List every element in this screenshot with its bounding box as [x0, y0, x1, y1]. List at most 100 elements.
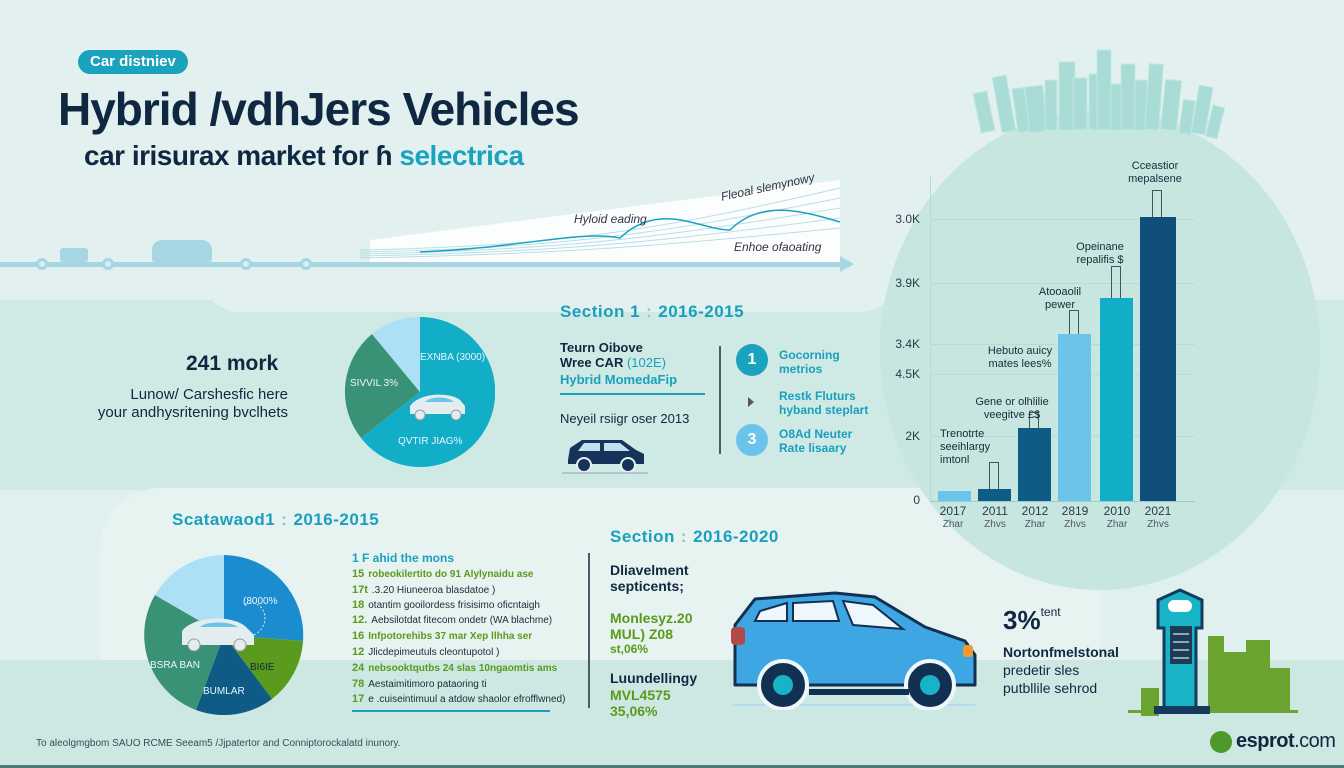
subtitle-accent: selectrica — [399, 140, 524, 171]
x-tick-year: 2012 — [1021, 504, 1049, 518]
bar-chart — [930, 190, 1195, 501]
list-item-text: .3.20 Hiuneeroa blasdatoe ) — [371, 585, 496, 596]
green-stat: MVL4575 — [610, 687, 671, 703]
list-item-number: 18 — [352, 599, 365, 611]
logo-name: esprot — [1236, 730, 1295, 752]
x-tick: 2819 Zhvs — [1050, 505, 1100, 531]
stat-note-line: predetir sles — [1003, 662, 1080, 678]
footer-text: To aleolgmgbom SAUO RCME Seeam5 /Jjpater… — [36, 738, 401, 749]
bar-cap — [1152, 190, 1162, 217]
x-axis — [930, 501, 1195, 502]
suv-car-icon — [562, 440, 648, 474]
block-title: Wree CAR (102E) — [560, 355, 666, 370]
bar-cap — [1111, 266, 1121, 298]
block-title-main: Wree CAR — [560, 355, 624, 370]
block-title: Teurn Oibove — [560, 340, 643, 355]
bar-annotation: Trenotrte seeihlargy imtonl — [940, 428, 991, 466]
stat-number: 241 mork — [186, 352, 279, 375]
percent-stat: 3%tent — [1003, 605, 1061, 636]
timeline-dot — [300, 258, 312, 270]
bar-cap — [989, 462, 999, 489]
stat-description-line: Lunow/ Carshesfic here — [130, 386, 288, 403]
list-item-text: Aestaimitimoro pataoring ti — [368, 679, 487, 690]
stat-description-line: your andhysritening bvclhets — [97, 404, 288, 421]
y-tick: 3.0K — [895, 212, 920, 226]
step-2-arrow-icon — [748, 397, 754, 407]
x-tick-sub: Zhar — [1106, 519, 1128, 530]
trend-label: Enhoe ofaoating — [734, 240, 822, 254]
list-item: 16 Infpotorehibs 37 mar Xep llhha ser — [352, 630, 565, 646]
bar-cap — [1029, 412, 1039, 428]
list-item-text: e .cuiseintimuul a atdow shaolor efroffl… — [368, 694, 566, 705]
x-tick-sub: Zhar — [942, 519, 964, 530]
block-subtitle: Hybrid MomedaFip — [560, 372, 678, 387]
x-tick-year: 2819 — [1061, 504, 1089, 518]
section-range: 2016-2020 — [693, 527, 779, 546]
green-stat: Monlesyz.20 — [610, 610, 693, 626]
bar-annotation: Hebuto auicy mates lees% — [987, 345, 1053, 370]
green-stat: st,06% — [610, 642, 649, 656]
timeline-dot — [36, 258, 48, 270]
page-title: Hybrid /vdhJers Vehicles — [58, 83, 580, 135]
vertical-divider — [719, 346, 721, 454]
list-heading: 1 F ahid the mons — [352, 551, 455, 565]
x-tick: 2017 Zhar — [928, 505, 978, 531]
vertical-divider — [588, 553, 590, 708]
section-3-heading: Dliavelment — [610, 562, 689, 578]
van-icon — [60, 248, 88, 262]
x-tick-year: 2011 — [982, 504, 1008, 518]
y-tick: 2K — [905, 429, 920, 443]
green-stat: 35,06% — [610, 703, 658, 719]
y-axis — [930, 175, 931, 503]
notes-list: 15 robeokilertito do 91 Alylynaidu ase 17… — [352, 568, 565, 708]
list-item-text: Jlicdepimeutuls cleontupotol ) — [368, 647, 500, 658]
x-tick-sub: Zhvs — [1147, 519, 1169, 530]
section-3-heading: Luundellingy — [610, 670, 698, 686]
section-title-text: Section 1 — [560, 302, 641, 321]
step-2-line: Restk Fluturs — [779, 389, 856, 403]
list-item-number: 17t — [352, 584, 368, 596]
section-2-title: Scatawaod1:2016-2015 — [172, 510, 380, 529]
car-icon — [410, 394, 465, 421]
list-item-text: nebsooktqutbs 24 slas 10ngaomtis ams — [368, 663, 558, 674]
pie-chart-1 — [345, 317, 495, 467]
section-title-text: Section — [610, 527, 675, 546]
list-item: 17t .3.20 Hiuneeroa blasdatoe ) — [352, 584, 565, 599]
pie-label: QVTIR JIAG% — [398, 436, 463, 447]
step-3-badge: 3 — [736, 424, 768, 456]
list-item: 12. Aebsilotdat fitecom ondetr (WA blachm… — [352, 614, 565, 630]
brand-logo[interactable]: esprot.com — [1210, 730, 1336, 753]
step-3-line: O8Ad Neuter — [779, 427, 853, 441]
list-item: 24 nebsooktqutbs 24 slas 10ngaomtis ams — [352, 662, 565, 678]
stat-note-line: putbllile sehrod — [1003, 680, 1098, 696]
x-tick: 2021 Zhvs — [1133, 505, 1183, 531]
logo-mark-icon — [1210, 730, 1232, 753]
x-tick: 2010 Zhar — [1092, 505, 1142, 531]
x-tick-sub: Zhar — [1024, 519, 1046, 530]
trend-label: Hyloid eading — [574, 212, 647, 226]
bar-cap — [1069, 310, 1079, 334]
subtitle-text: car irisurax market for — [84, 140, 376, 171]
list-item-text: Infpotorehibs 37 mar Xep llhha ser — [368, 631, 533, 642]
block-title-suffix: (102E) — [626, 355, 666, 370]
bar-2012 — [1018, 428, 1051, 501]
list-item: 15 robeokilertito do 91 Alylynaidu ase — [352, 568, 565, 584]
list-item-number: 12 — [352, 646, 365, 658]
bar-2021 — [1140, 217, 1176, 501]
category-badge: Car distniev — [78, 50, 188, 74]
logo-text: esprot.com — [1236, 730, 1336, 753]
bar-annotation: Gene or olhlilie veegitve £$ — [975, 396, 1049, 421]
bar-annotation: Cceastior mepalsene — [1128, 160, 1182, 185]
subtitle-glyph: ɦ — [375, 140, 393, 171]
pie-chart-2 — [144, 555, 304, 715]
y-tick: 3.4K — [895, 337, 920, 351]
car-caption: Neyeil rsiigr oser 2013 — [560, 411, 690, 426]
timeline-dot — [102, 258, 114, 270]
list-item-number: 78 — [352, 678, 365, 690]
city-skyline-icon — [972, 49, 1225, 140]
section-1-title: Section 1:2016-2015 — [560, 302, 745, 321]
bar-annotation: Atooaolil pewer — [1038, 286, 1082, 311]
background-curve — [200, 262, 900, 312]
list-item-text: Aebsilotdat fitecom ondetr (WA blachme) — [371, 615, 553, 626]
percent-suffix: tent — [1040, 605, 1061, 619]
